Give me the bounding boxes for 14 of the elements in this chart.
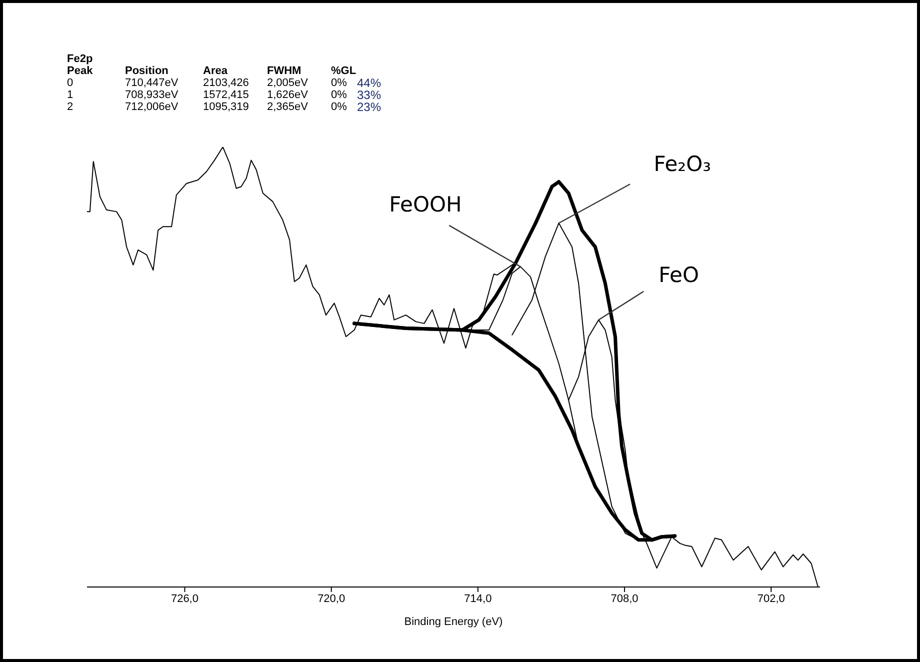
x-tick-label: 708,0: [610, 592, 638, 605]
text: Peak Position Area FWHM %GL: [67, 65, 356, 77]
annotation: FeO: [658, 262, 700, 287]
text: 1 708,933eV 1572,415 1,626eV 0% 33%: [67, 88, 382, 102]
annotation: Fe₂O₃: [654, 152, 712, 176]
x-tick-label: 726,0: [170, 592, 198, 605]
x-tick-label: 702,0: [757, 592, 785, 605]
text: 2 712,006eV 1095,319 2,365eV 0% 23%: [67, 100, 382, 114]
x-tick-label: 720,0: [318, 592, 346, 605]
x-axis-title: Binding Energy (eV): [404, 616, 503, 628]
text: 0 710,447eV 2103,426 2,005eV 0% 44%: [67, 76, 382, 90]
x-tick-label: 714,0: [464, 592, 492, 605]
text: Fe2p: [67, 53, 94, 65]
annotation: FeOOH: [389, 192, 462, 217]
